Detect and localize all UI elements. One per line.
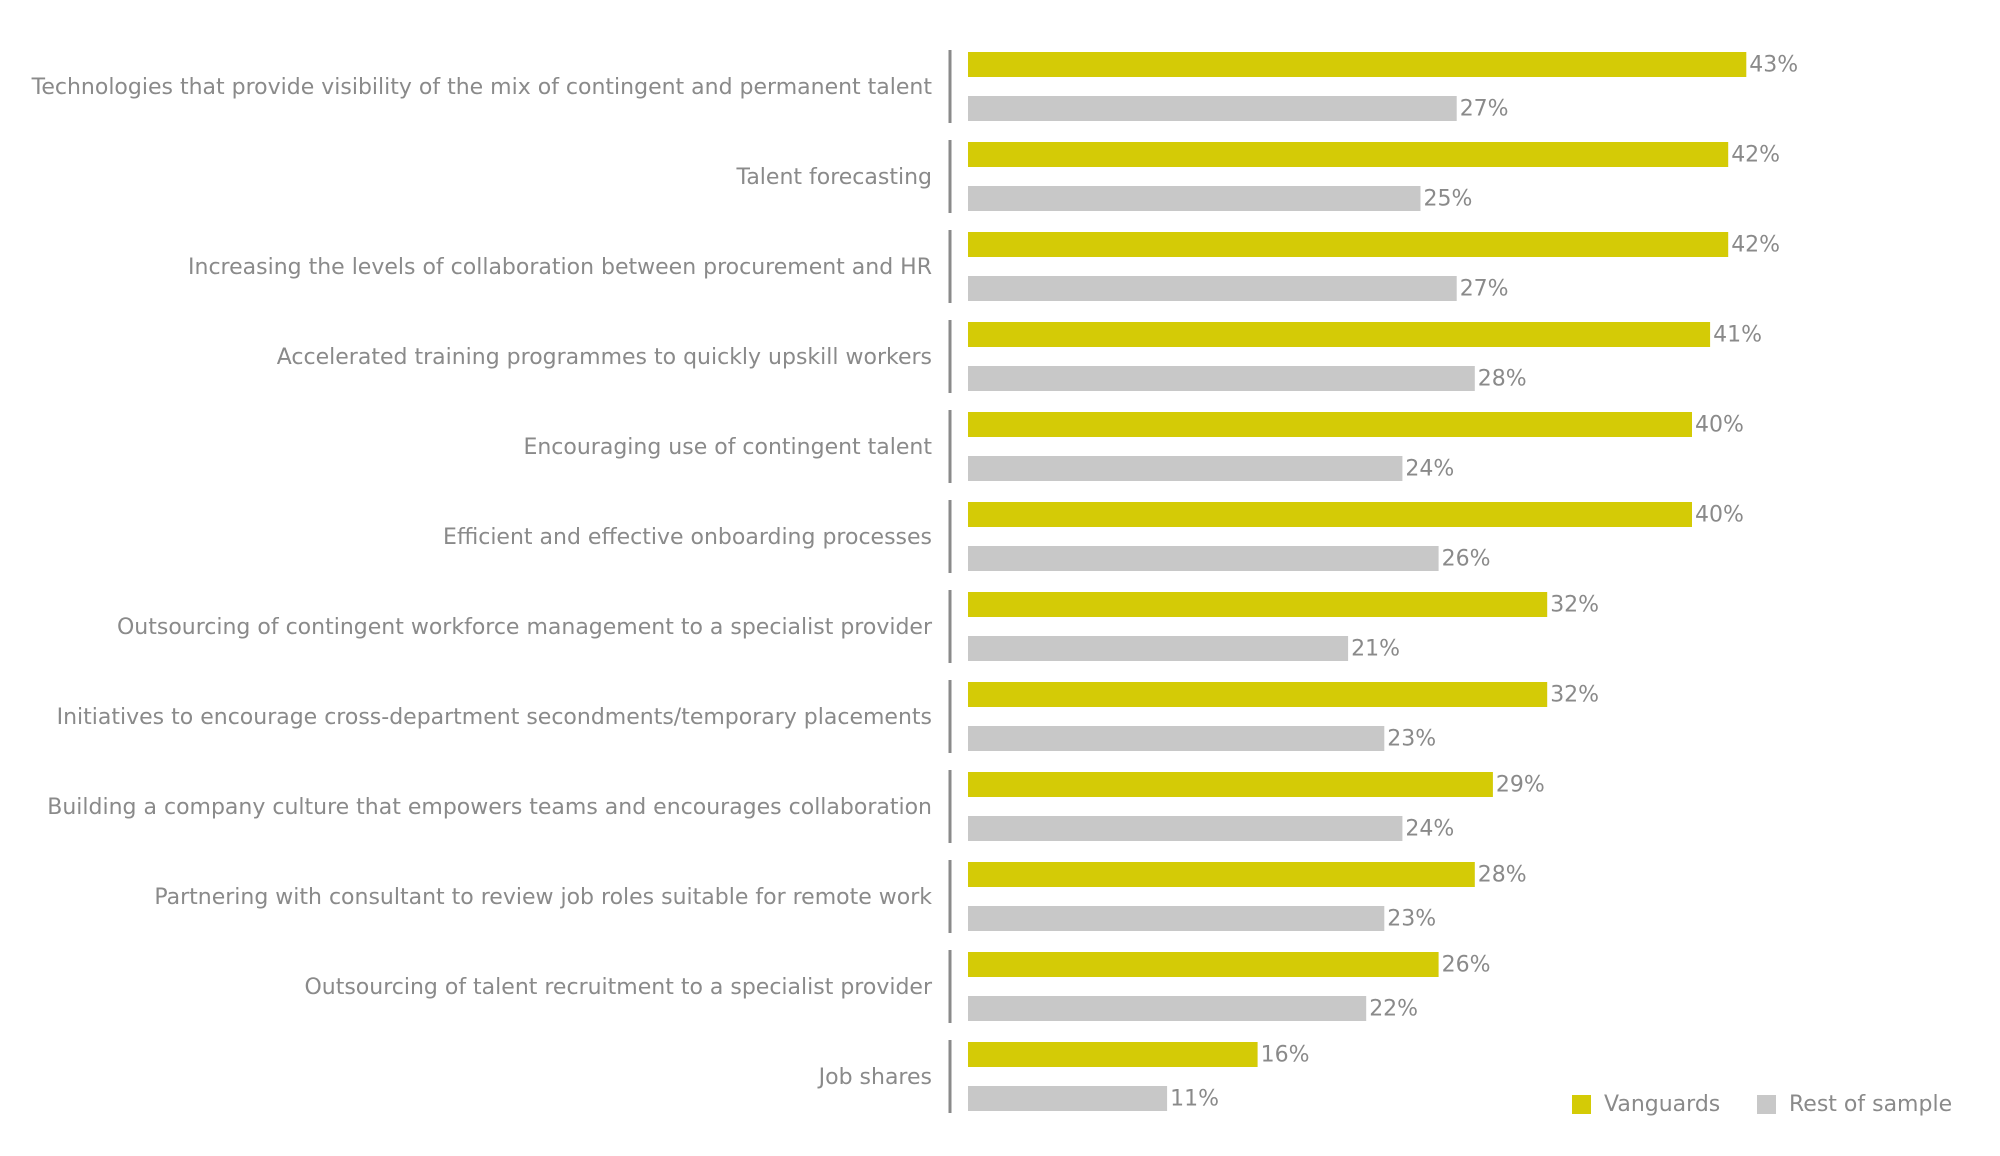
category-label: Technologies that provide visibility of … — [31, 75, 933, 100]
data-label: 24% — [1405, 457, 1454, 482]
bar-group: Partnering with consultant to review job… — [154, 860, 1527, 933]
rest-of-sample-bar — [968, 186, 1421, 211]
data-label: 21% — [1351, 637, 1400, 662]
data-label: 23% — [1387, 907, 1436, 932]
vanguards-bar — [968, 502, 1692, 527]
rest-of-sample-bar — [968, 366, 1475, 391]
bar-group: Efficient and effective onboarding proce… — [443, 500, 1744, 573]
legend-swatch — [1572, 1095, 1591, 1114]
rest-of-sample-bar — [968, 456, 1403, 481]
legend-label: Vanguards — [1604, 1092, 1720, 1117]
bar-group: Increasing the levels of collaboration b… — [188, 230, 1780, 303]
vanguards-bar — [968, 322, 1711, 347]
vanguards-bar — [968, 232, 1729, 257]
vanguards-bar — [968, 412, 1692, 437]
category-label: Encouraging use of contingent talent — [523, 435, 932, 460]
rest-of-sample-bar — [968, 816, 1403, 841]
rest-of-sample-bar — [968, 546, 1439, 571]
data-label: 27% — [1460, 97, 1509, 122]
vanguards-bar — [968, 1042, 1258, 1067]
category-label: Outsourcing of contingent workforce mana… — [117, 615, 933, 640]
category-label: Talent forecasting — [736, 165, 932, 190]
category-label: Partnering with consultant to review job… — [154, 885, 932, 910]
bar-group: Accelerated training programmes to quick… — [277, 320, 1762, 393]
vanguards-bar — [968, 682, 1548, 707]
rest-of-sample-bar — [968, 1086, 1168, 1111]
rest-of-sample-bar — [968, 636, 1349, 661]
data-label: 27% — [1460, 277, 1509, 302]
data-label: 40% — [1695, 503, 1744, 528]
data-label: 25% — [1424, 187, 1473, 212]
data-label: 28% — [1478, 863, 1527, 888]
bar-group: Encouraging use of contingent talent 40% 2… — [523, 410, 1744, 483]
rest-of-sample-bar — [968, 996, 1367, 1021]
legend-label: Rest of sample — [1789, 1092, 1952, 1117]
data-label: 32% — [1550, 683, 1599, 708]
data-label: 42% — [1731, 143, 1780, 168]
data-label: 43% — [1749, 53, 1798, 78]
bar-group: Technologies that provide visibility of … — [31, 50, 1798, 123]
category-label: Accelerated training programmes to quick… — [277, 345, 932, 370]
category-label: Initiatives to encourage cross-departmen… — [57, 705, 932, 730]
rest-of-sample-bar — [968, 276, 1457, 301]
rest-of-sample-bar — [968, 726, 1385, 751]
data-label: 41% — [1713, 323, 1762, 348]
data-label: 26% — [1442, 953, 1491, 978]
category-label: Building a company culture that empowers… — [47, 795, 932, 820]
rest-of-sample-bar — [968, 96, 1457, 121]
vanguards-bar — [968, 772, 1493, 797]
bar-group: Building a company culture that empowers… — [47, 770, 1545, 843]
legend: Vanguards Rest of sample — [1572, 1092, 1952, 1117]
rest-of-sample-bar — [968, 906, 1385, 931]
data-label: 23% — [1387, 727, 1436, 752]
data-label: 28% — [1478, 367, 1527, 392]
vanguards-bar — [968, 862, 1475, 887]
category-label: Job shares — [817, 1065, 932, 1090]
vanguards-bar — [968, 52, 1747, 77]
bar-group: Talent forecasting 42% 25% — [736, 140, 1780, 213]
bar-group: Outsourcing of talent recruitment to a s… — [304, 950, 1491, 1023]
data-label: 22% — [1369, 997, 1418, 1022]
data-label: 26% — [1442, 547, 1491, 572]
data-label: 24% — [1405, 817, 1454, 842]
data-label: 16% — [1261, 1043, 1310, 1068]
category-label: Outsourcing of talent recruitment to a s… — [304, 975, 933, 1000]
category-label: Increasing the levels of collaboration b… — [188, 255, 932, 280]
bar-group: Job shares 16% 11% — [817, 1040, 1310, 1113]
data-label: 11% — [1170, 1087, 1219, 1112]
vanguards-bar — [968, 952, 1439, 977]
vanguards-bar — [968, 142, 1729, 167]
data-label: 32% — [1550, 593, 1599, 618]
bar-group: Outsourcing of contingent workforce mana… — [117, 590, 1599, 663]
category-label: Efficient and effective onboarding proce… — [443, 525, 932, 550]
data-label: 42% — [1731, 233, 1780, 258]
vanguards-bar — [968, 592, 1548, 617]
data-label: 29% — [1496, 773, 1545, 798]
data-label: 40% — [1695, 413, 1744, 438]
chart-groups: Technologies that provide visibility of … — [31, 50, 1798, 1113]
legend-swatch — [1757, 1095, 1776, 1114]
bar-group: Initiatives to encourage cross-departmen… — [57, 680, 1599, 753]
